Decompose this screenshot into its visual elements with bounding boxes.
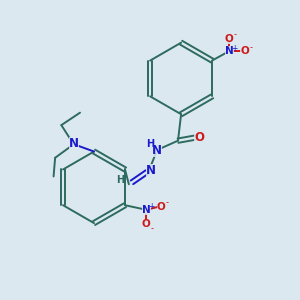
Text: H: H: [146, 139, 154, 149]
Text: N: N: [142, 205, 151, 215]
Text: -: -: [151, 224, 154, 233]
Text: +: +: [148, 202, 155, 211]
Text: N: N: [225, 46, 234, 56]
Text: +: +: [232, 44, 238, 52]
Text: N: N: [69, 137, 79, 150]
Text: -: -: [234, 31, 237, 40]
Text: O: O: [240, 46, 249, 56]
Text: N: N: [146, 164, 156, 177]
Text: O: O: [142, 219, 151, 229]
Text: -: -: [166, 198, 169, 207]
Text: O: O: [194, 131, 204, 144]
Text: -: -: [250, 43, 253, 52]
Text: O: O: [157, 202, 165, 212]
Text: O: O: [225, 34, 234, 44]
Text: N: N: [152, 143, 162, 157]
Text: H: H: [116, 175, 124, 184]
